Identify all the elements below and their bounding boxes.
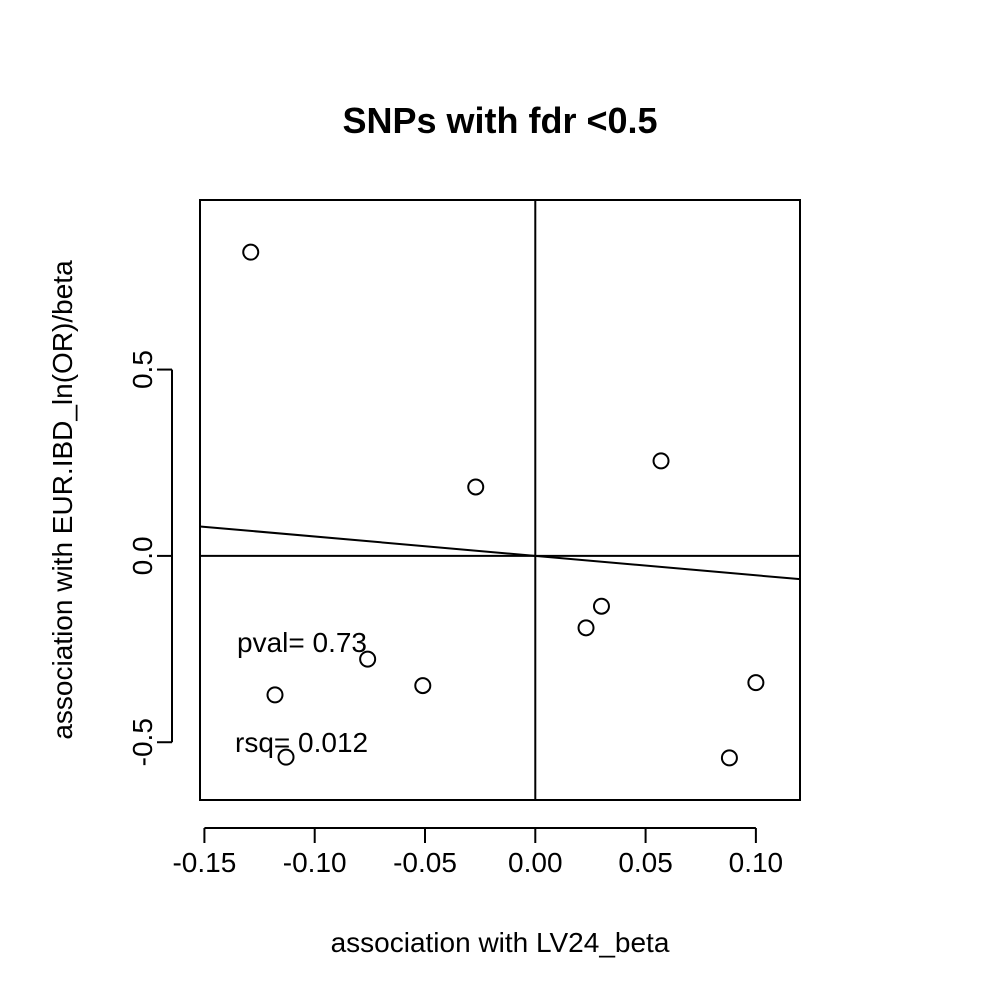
- x-tick-label: -0.10: [283, 847, 347, 878]
- plot-frame: [199, 199, 801, 801]
- fit-line-group: [199, 525, 801, 581]
- chart-title: SNPs with fdr <0.5: [342, 100, 657, 141]
- x-tick-label: 0.05: [618, 847, 673, 878]
- data-point: [414, 677, 432, 695]
- data-point: [652, 452, 670, 470]
- rsq-annotation: rsq= 0.012: [235, 727, 368, 758]
- y-axis-label: association with EUR.IBD_ln(OR)/beta: [47, 260, 78, 740]
- y-tick-label: 0.5: [127, 350, 158, 389]
- data-point: [277, 748, 295, 766]
- data-point: [747, 674, 765, 692]
- data-point: [592, 597, 610, 615]
- y-tick-label: -0.5: [127, 718, 158, 766]
- x-tick-label: -0.15: [172, 847, 236, 878]
- data-point: [720, 749, 738, 767]
- data-point: [266, 686, 284, 704]
- pval-annotation: pval= 0.73: [237, 627, 367, 658]
- fit-line: [199, 525, 801, 581]
- x-tick-label: 0.00: [508, 847, 563, 878]
- x-tick-label: -0.05: [393, 847, 457, 878]
- data-points: [242, 243, 765, 767]
- y-axis: -0.5 0.0 0.5: [127, 350, 173, 766]
- reference-lines: [200, 200, 800, 800]
- data-point: [577, 619, 595, 637]
- data-point: [467, 478, 485, 496]
- x-axis: -0.15 -0.10 -0.05 0.00 0.05 0.10: [172, 827, 784, 878]
- data-point: [359, 650, 377, 668]
- x-tick-label: 0.10: [729, 847, 784, 878]
- data-point: [242, 243, 260, 261]
- y-tick-label: 0.0: [127, 536, 158, 575]
- x-axis-label: association with LV24_beta: [331, 927, 670, 958]
